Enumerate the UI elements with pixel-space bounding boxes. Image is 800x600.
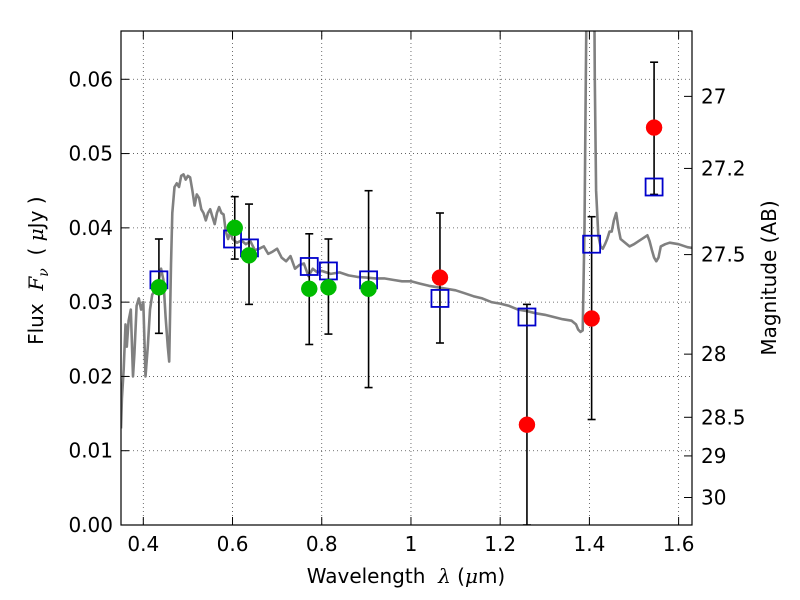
y2-tick-label: 27 [701,84,726,108]
y-tick-label: 0.06 [68,67,113,91]
x-tick-label: 1.4 [573,532,605,556]
axes: 0.4 0.6 0.8 1 1.2 1.4 1.6 0.00 0.01 0.02 0.03 0.04 0… [68,31,746,556]
plot-area [121,31,692,525]
y-axis-title: Flux Fν ( μJy ) [24,177,52,376]
red-data-point [518,416,536,433]
y-tick-label: 0.01 [68,439,113,463]
x-tick-label: 0.6 [217,532,249,556]
model-spectrum-line [121,31,692,429]
y-tick-label: 0.03 [68,290,113,314]
model-square-marker [582,234,602,254]
y-tick-label: 0.02 [68,364,113,388]
y2-tick-label: 28 [701,342,726,366]
green-data-point [150,279,168,296]
y-tick-label: 0.00 [68,513,113,537]
y2-tick-label: 30 [701,486,726,510]
plot-frame [120,30,693,526]
red-data-point [431,269,449,286]
y-tick-label: 0.05 [68,142,113,166]
green-data-point [301,280,318,298]
model-square-marker [299,257,319,276]
x-tick-label: 1.2 [484,532,516,556]
red-data-point [583,310,600,327]
x-tick-label: 0.8 [306,532,338,556]
green-data-point [320,279,337,296]
x-tick-label: 0.4 [127,532,159,556]
model-square-marker [430,289,450,308]
x-tick-label: 1 [405,532,418,556]
y2-tick-label: 28.5 [701,405,746,429]
y-tick-label: 0.04 [68,216,113,240]
green-data-point [226,219,244,237]
model-square-marker [517,307,537,327]
y2-tick-label: 29 [701,444,726,468]
y2-tick-label: 27.2 [701,156,746,180]
green-data-point [360,280,377,298]
red-data-point [645,119,663,136]
x-axis-title: Wavelength λ (μm) [307,564,506,588]
y2-tick-label: 27.5 [701,243,746,267]
x-tick-label: 1.6 [663,532,695,556]
grid-lines [121,31,692,526]
green-data-point [240,247,258,264]
y2-axis-title: Magnitude (AB) [757,200,781,355]
model-square-marker [644,177,664,197]
